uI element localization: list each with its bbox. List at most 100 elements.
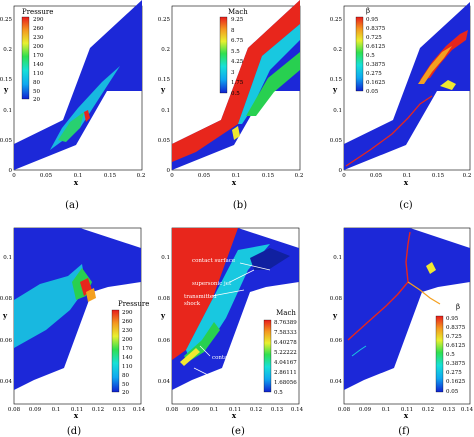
legend-title-a: Pressure bbox=[22, 8, 53, 16]
legend-title-c: β bbox=[366, 7, 370, 15]
x-ticks-f: 0.08 0.09 0.1 0.11 0.12 0.13 0.14 bbox=[338, 407, 474, 413]
y-tick-label: 0.08 bbox=[0, 296, 12, 302]
legend-e: Mach 8.76389 7.58333 6.40278 5.22222 4.0… bbox=[263, 309, 297, 396]
domain-f bbox=[344, 228, 470, 390]
legend-f: β 0.95 0.8375 0.725 0.6125 0.5 0.3875 0.… bbox=[435, 303, 466, 395]
pressure-warm-d bbox=[86, 288, 96, 302]
x-tick-label: 0.14 bbox=[133, 407, 146, 413]
x-tick-label: 0.11 bbox=[71, 407, 83, 413]
x-tick-label: 0.2 bbox=[137, 173, 146, 179]
legend-c: β 0.95 0.8375 0.725 0.6125 0.5 0.3875 0.… bbox=[355, 7, 386, 95]
colorbar-d bbox=[111, 309, 120, 393]
mach-cyan-b bbox=[238, 24, 300, 124]
interface-line-c bbox=[345, 95, 433, 167]
x-axis-label-b: x bbox=[232, 178, 237, 187]
colorbar-c bbox=[355, 16, 364, 92]
x-tick-label: 0.05 bbox=[40, 173, 53, 179]
x-tick-label: 0.1 bbox=[74, 173, 83, 179]
mach-dark-e bbox=[250, 248, 290, 270]
y-tick-label: 0.15 bbox=[0, 77, 12, 83]
x-tick-label: 0.14 bbox=[461, 407, 474, 413]
panel-c: β 0.95 0.8375 0.725 0.6125 0.5 0.3875 0.… bbox=[330, 2, 472, 211]
y-axis-label-d: y bbox=[2, 311, 8, 320]
caption-a: (a) bbox=[65, 200, 79, 211]
pressure-region-d bbox=[14, 264, 86, 348]
legend-value: 0.6125 bbox=[366, 44, 386, 50]
x-ticks-b: 0 0.05 0.1 0.15 0.2 bbox=[170, 173, 303, 179]
legend-value: 140 bbox=[122, 355, 133, 361]
annotation-arrow bbox=[193, 367, 211, 377]
interface-band-c2 bbox=[418, 46, 452, 84]
y-tick-label: 0.05 bbox=[330, 138, 343, 144]
caption-d: (d) bbox=[67, 426, 81, 437]
caption-f: (f) bbox=[398, 426, 410, 437]
legend-value: 8.76389 bbox=[274, 320, 297, 326]
legend-value: 0.5 bbox=[446, 352, 455, 358]
interface-blob-f bbox=[426, 262, 436, 274]
legend-value: 6.40278 bbox=[274, 340, 297, 346]
y-axis-label-c: y bbox=[332, 85, 338, 94]
x-ticks-e: 0.08 0.09 0.1 0.11 0.12 0.13 0.14 bbox=[166, 407, 304, 413]
annotation-supersonic-jet: supersonic jet bbox=[192, 281, 232, 287]
y-axis-label-e: y bbox=[160, 311, 166, 320]
x-tick-label: 0.1 bbox=[210, 407, 219, 413]
x-tick-label: 0.1 bbox=[52, 407, 61, 413]
y-tick-label: 0.05 bbox=[0, 138, 12, 144]
panel-b: Mach 9.25 8 6.75 5.5 4.25 3 1.75 0.5 0 0… bbox=[158, 0, 303, 211]
legend-value: 140 bbox=[33, 62, 44, 68]
legend-value: 0.05 bbox=[366, 89, 379, 95]
legend-title-f: β bbox=[456, 303, 460, 311]
y-tick-label: 0.08 bbox=[158, 296, 171, 302]
pressure-hot-a bbox=[84, 110, 90, 122]
panel-a: Pressure 290 260 230 200 170 140 110 80 … bbox=[0, 0, 145, 211]
y-tick-label: 0.06 bbox=[330, 338, 343, 344]
x-tick-label: 0.2 bbox=[295, 173, 304, 179]
y-tick-label: 0.2 bbox=[333, 47, 342, 53]
y-axis-label-b: y bbox=[160, 85, 166, 94]
legend-value: 260 bbox=[122, 319, 133, 325]
colorbar-b bbox=[219, 16, 228, 94]
x-tick-label: 0.1 bbox=[232, 173, 241, 179]
x-tick-label: 0 bbox=[12, 173, 16, 179]
x-tick-label: 0.11 bbox=[401, 407, 413, 413]
legend-a: Pressure 290 260 230 200 170 140 110 80 … bbox=[21, 8, 53, 103]
x-tick-label: 0.15 bbox=[432, 173, 445, 179]
annotation-arrow bbox=[229, 269, 255, 283]
x-tick-label: 0.12 bbox=[422, 407, 434, 413]
panel-f: β 0.95 0.8375 0.725 0.6125 0.5 0.3875 0.… bbox=[330, 227, 474, 437]
x-tick-label: 0 bbox=[342, 173, 346, 179]
legend-value: 110 bbox=[122, 364, 133, 370]
y-tick-label: 0.08 bbox=[330, 296, 343, 302]
legend-value: 0.725 bbox=[446, 334, 462, 340]
x-tick-label: 0.09 bbox=[359, 407, 372, 413]
legend-value: 230 bbox=[122, 328, 133, 334]
y-tick-label: 0.15 bbox=[330, 77, 343, 83]
legend-value: 5.5 bbox=[231, 49, 240, 55]
mach-green-b bbox=[246, 52, 300, 116]
x-tick-label: 0.05 bbox=[370, 173, 383, 179]
legend-value: 290 bbox=[33, 17, 44, 23]
legend-title-d: Pressure bbox=[118, 300, 149, 308]
x-ticks-d: 0.08 0.09 0.1 0.11 0.12 0.13 0.14 bbox=[8, 407, 146, 413]
caption-b: (b) bbox=[233, 200, 247, 211]
y-tick-label: 0.1 bbox=[333, 255, 342, 261]
legend-value: 80 bbox=[122, 373, 129, 379]
legend-value: 260 bbox=[33, 26, 44, 32]
legend-value: 0.275 bbox=[366, 71, 382, 77]
legend-value: 0.5 bbox=[274, 390, 283, 396]
annotation-arrow bbox=[199, 345, 211, 357]
y-tick-label: 0 bbox=[9, 168, 13, 174]
x-tick-label: 0.13 bbox=[443, 407, 456, 413]
y-ticks-d: 0.04 0.06 0.08 0.1 bbox=[0, 255, 12, 385]
legend-value: 0.5 bbox=[231, 91, 240, 97]
mach-yellow-e bbox=[180, 348, 200, 366]
x-axis-label-c: x bbox=[404, 178, 409, 187]
pressure-region-a2 bbox=[58, 112, 84, 142]
y-tick-label: 0.15 bbox=[158, 77, 171, 83]
y-tick-label: 0.1 bbox=[161, 255, 170, 261]
legend-value: 290 bbox=[122, 310, 133, 316]
x-tick-label: 0.2 bbox=[463, 173, 472, 179]
annotations-e: contact surface supersonic jet transmitt… bbox=[184, 258, 271, 381]
x-tick-label: 0.09 bbox=[187, 407, 200, 413]
legend-value: 0.1625 bbox=[366, 80, 386, 86]
